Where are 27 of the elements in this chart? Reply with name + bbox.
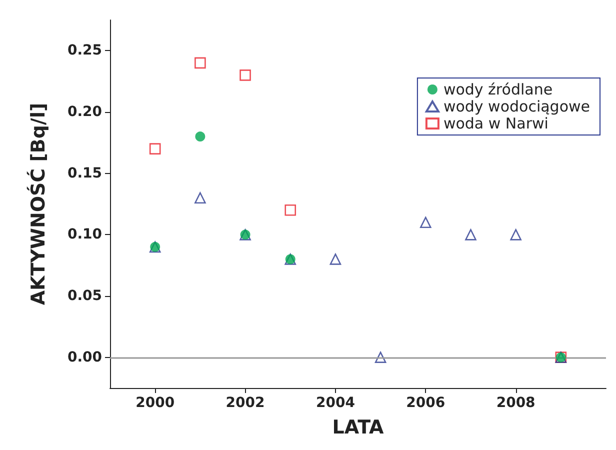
point — [240, 70, 251, 81]
legend-label: wody źródlane — [443, 80, 553, 98]
point — [374, 352, 386, 363]
y-tick-label: 0.10 — [67, 226, 102, 243]
y-tick-label: 0.05 — [67, 288, 102, 304]
point — [420, 216, 432, 228]
point — [194, 57, 206, 69]
x-tick-label: 2006 — [406, 395, 446, 411]
x-tick-label: 2002 — [226, 395, 265, 411]
point — [330, 254, 342, 265]
x-tick-label: 2000 — [136, 395, 175, 411]
y-tick-label: 0.20 — [67, 104, 102, 120]
legend-label: wody wodociągowe — [443, 98, 590, 116]
y-tick-label: 0.25 — [67, 42, 102, 59]
x-tick-label: 2004 — [316, 395, 356, 411]
point — [465, 229, 476, 240]
legend-label: woda w Narwi — [443, 114, 548, 132]
point — [195, 132, 206, 142]
y-axis-title: AKTYWNOŚĆ [Bq/l] — [26, 102, 50, 306]
y-tick-label: 0.00 — [67, 349, 102, 366]
point — [149, 143, 161, 154]
point — [194, 192, 206, 204]
y-tick-label: 0.15 — [67, 165, 102, 182]
point — [510, 229, 522, 240]
point — [284, 204, 296, 216]
x-tick-label: 2008 — [496, 395, 536, 411]
x-axis-title: LATA — [332, 416, 384, 438]
